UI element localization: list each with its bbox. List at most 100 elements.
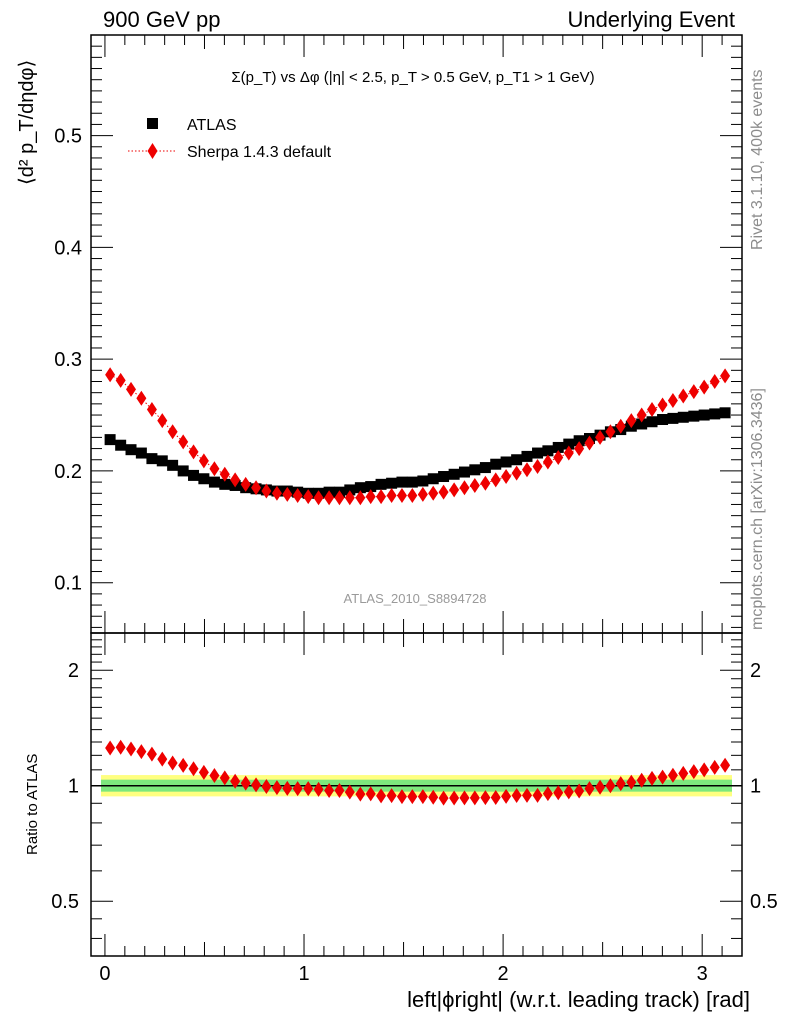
main-y-tick-label: 0.4: [54, 237, 82, 259]
ratio-markers: [105, 739, 731, 806]
ratio-point: [136, 744, 147, 760]
sherpa-point: [480, 475, 491, 491]
ratio-point: [282, 780, 293, 796]
sherpa-point: [157, 413, 168, 429]
ratio-point: [365, 786, 376, 802]
ratio-point: [240, 775, 251, 791]
sherpa-point: [365, 489, 376, 505]
sherpa-point: [563, 445, 574, 461]
ratio-frame: [90, 632, 743, 957]
sherpa-point: [126, 381, 137, 397]
ratio-y-tick-label: 1: [68, 776, 79, 798]
watermark: ATLAS_2010_S8894728: [344, 591, 487, 606]
atlas-point: [396, 476, 408, 488]
ratio-point: [720, 757, 731, 773]
ratio-point: [563, 784, 574, 800]
sherpa-point: [428, 485, 439, 501]
x-tick-label: 1: [298, 963, 309, 985]
ratio-point: [209, 768, 220, 784]
atlas-point: [677, 411, 689, 423]
atlas-point: [354, 482, 366, 494]
ratio-point: [678, 765, 689, 781]
sherpa-point: [574, 441, 585, 457]
x-tick-labels: 0 1 2 3: [99, 963, 707, 985]
sherpa-point: [344, 490, 355, 506]
sherpa-point: [615, 418, 626, 434]
main-ticks: [91, 35, 742, 633]
sherpa-point: [626, 413, 637, 429]
main-title: Σ(p_T) vs Δφ (|η| < 2.5, p_T > 0.5 GeV, …: [231, 69, 594, 86]
legend-atlas-label: ATLAS: [187, 117, 237, 134]
atlas-point: [125, 444, 137, 456]
atlas-point: [198, 473, 210, 485]
ratio-point: [688, 764, 699, 780]
atlas-point: [167, 459, 179, 471]
atlas-point: [573, 435, 585, 447]
sherpa-point: [605, 424, 616, 440]
ratio-y-tick-label: 0.5: [51, 891, 79, 913]
ratio-point: [542, 786, 553, 802]
ratio-point: [219, 770, 230, 786]
sherpa-point: [553, 450, 564, 466]
ratio-point: [188, 761, 199, 777]
ratio-point: [198, 764, 209, 780]
atlas-point: [344, 484, 356, 496]
atlas-point: [208, 476, 220, 488]
x-tick-label: 3: [697, 963, 708, 985]
sherpa-point: [198, 453, 209, 469]
main-y-tick-label: 0.3: [54, 349, 82, 371]
sherpa-point: [688, 384, 699, 400]
atlas-point: [469, 464, 481, 476]
sherpa-point: [709, 374, 720, 390]
ratio-panel: 0.5 0.5 1 1 2 2 Ratio to ATLAS 0 1 2 3 left|ϕrig…: [24, 632, 778, 1012]
sherpa-point: [699, 379, 710, 395]
atlas-point: [458, 466, 470, 478]
header-left: 900 GeV pp: [103, 7, 220, 32]
atlas-point: [542, 445, 554, 457]
ratio-point: [115, 739, 126, 755]
atlas-point: [427, 473, 439, 485]
sherpa-point: [136, 390, 147, 406]
atlas-point: [386, 477, 398, 489]
header-right: Underlying Event: [567, 7, 735, 32]
x-axis-label: left|ϕright| (w.r.t. leading track) [rad…: [407, 987, 750, 1012]
atlas-point: [646, 416, 658, 428]
ratio-point: [313, 781, 324, 797]
ratio-point: [344, 784, 355, 800]
sherpa-point: [636, 407, 647, 423]
sherpa-point: [230, 472, 241, 488]
sherpa-point: [511, 465, 522, 481]
main-markers: [104, 367, 731, 506]
atlas-point: [406, 476, 418, 488]
atlas-point: [135, 447, 147, 459]
sherpa-point: [647, 401, 658, 417]
ratio-point: [615, 776, 626, 792]
ratio-point: [178, 757, 189, 773]
sherpa-point: [469, 477, 480, 493]
ratio-point: [647, 770, 658, 786]
ratio-point: [459, 790, 470, 806]
sherpa-point: [261, 483, 272, 499]
sherpa-point: [459, 480, 470, 496]
ratio-point: [105, 740, 116, 756]
atlas-point: [188, 469, 200, 481]
sherpa-point: [532, 458, 543, 474]
sherpa-point: [355, 490, 366, 506]
atlas-point: [115, 439, 127, 451]
ratio-point: [469, 790, 480, 806]
sherpa-point: [188, 444, 199, 460]
sherpa-point: [334, 490, 345, 506]
ratio-point: [521, 787, 532, 803]
ratio-point: [396, 789, 407, 805]
x-tick-label: 0: [99, 963, 110, 985]
sherpa-point: [303, 489, 314, 505]
sherpa-point: [438, 484, 449, 500]
sherpa-point: [386, 488, 397, 504]
ratio-point: [376, 788, 387, 804]
atlas-point: [688, 410, 700, 422]
ratio-point: [407, 789, 418, 805]
ratio-point: [157, 751, 168, 767]
sherpa-point: [292, 488, 303, 504]
ratio-point: [324, 782, 335, 798]
atlas-point: [532, 447, 544, 459]
